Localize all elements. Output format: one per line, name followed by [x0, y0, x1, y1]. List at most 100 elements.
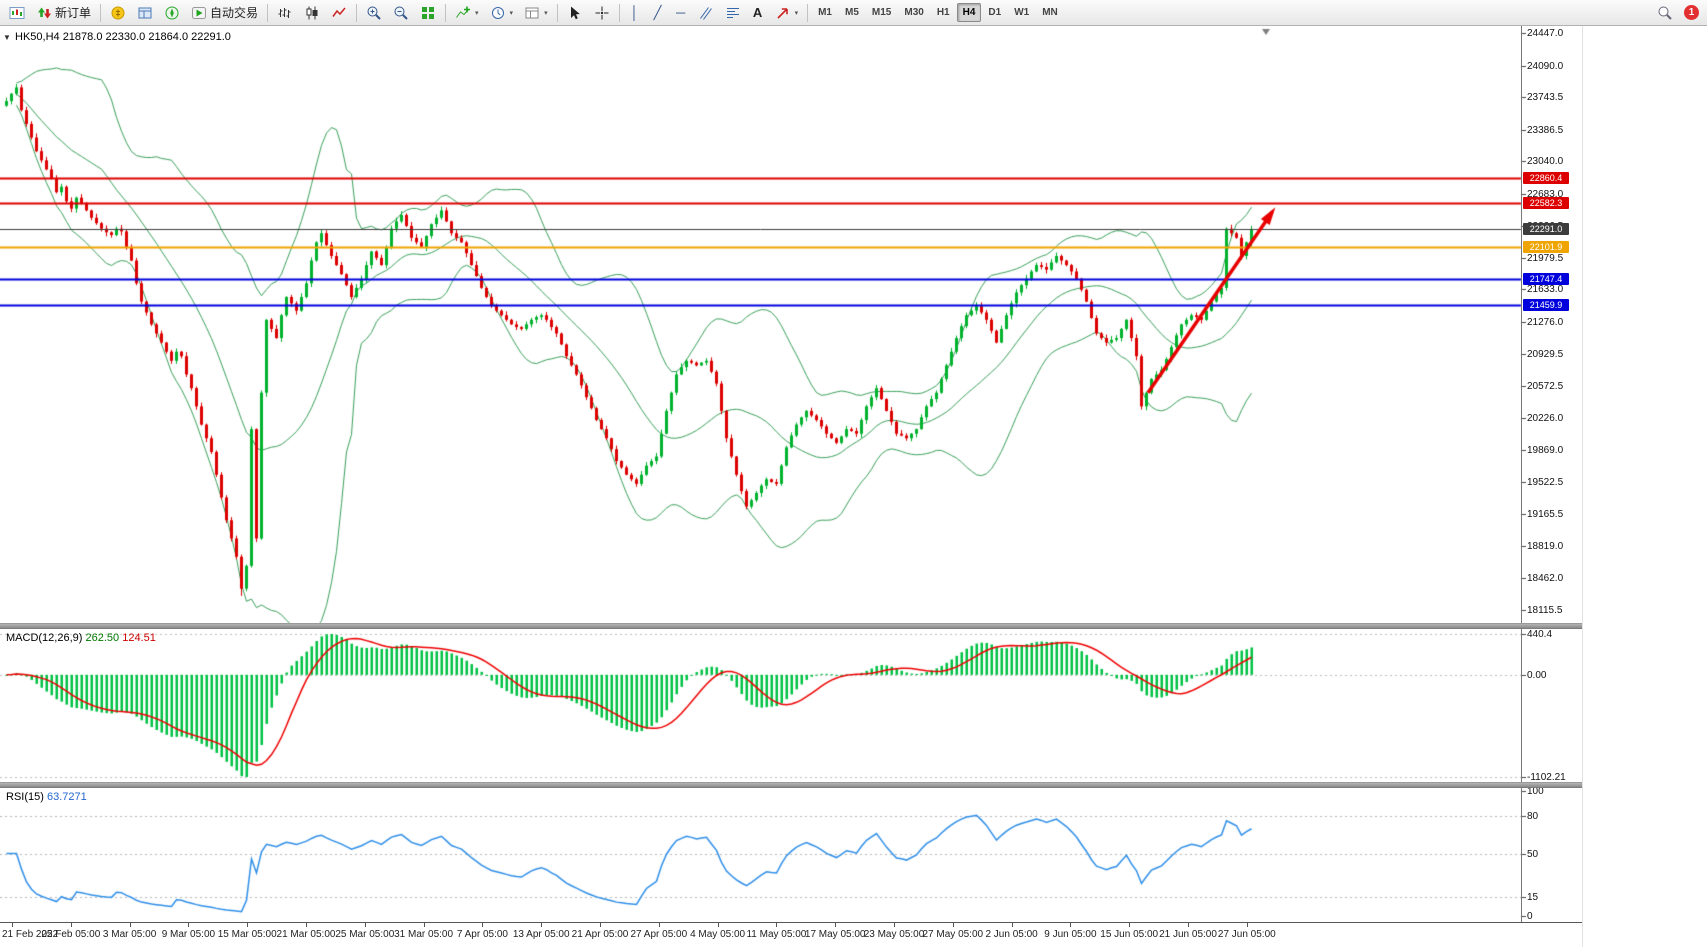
price-axis-tick: 22683.0 — [1527, 188, 1564, 200]
timeframe-d1[interactable]: D1 — [988, 7, 1002, 18]
price-axis-tick: 20929.5 — [1527, 348, 1564, 360]
search-button[interactable] — [1652, 2, 1678, 24]
macd-main-value: 262.50 — [85, 632, 120, 644]
rsi-name: RSI(15) — [6, 791, 44, 803]
time-axis-label: 21 Mar 05:00 — [276, 929, 336, 940]
symbol-dropdown-icon[interactable]: ▼ — [3, 33, 11, 42]
chevron-down-icon: ▾ — [794, 9, 799, 17]
new-chart-button[interactable] — [4, 2, 30, 24]
time-axis-tick — [1129, 923, 1131, 927]
price-axis-tick: 21633.0 — [1527, 284, 1564, 296]
price-axis-tick: 24447.0 — [1527, 28, 1564, 39]
rsi-axis-tick: 0 — [1527, 911, 1533, 922]
price-scale[interactable]: 24447.0 24090.0 23743.5 23386.5 23040.0 22683… — [1521, 26, 1707, 922]
toolbar-separator — [100, 3, 102, 22]
time-axis-tick — [894, 923, 895, 927]
panel-separator[interactable] — [0, 623, 1582, 629]
price-axis-tick: 23743.5 — [1527, 92, 1564, 104]
timeframe-h1[interactable]: H1 — [936, 7, 950, 18]
timeframe-m15[interactable]: M15 — [871, 7, 892, 18]
time-axis-label: 27 Apr 05:00 — [630, 929, 688, 940]
time-axis-label: 11 May 05:00 — [746, 929, 807, 940]
crosshair-icon — [594, 5, 610, 21]
price-level-tag: 21747.4 — [1523, 273, 1569, 286]
time-axis-tick — [306, 923, 307, 927]
auto-trading-button[interactable]: 自动交易 — [186, 2, 263, 24]
macd-axis-tick: 0.00 — [1527, 669, 1547, 681]
toolbar-separator — [445, 3, 447, 22]
panel-separator[interactable] — [0, 782, 1582, 788]
time-scale[interactable]: 21 Feb 2022 25 Feb 05:00 3 Mar 05:00 9 Mar … — [0, 922, 1582, 947]
rsi-axis-tick: 50 — [1527, 848, 1539, 860]
navigator-button[interactable] — [159, 2, 185, 24]
bar-chart-button[interactable] — [272, 2, 298, 24]
tile-windows-button[interactable] — [415, 2, 441, 24]
timeframe-m1[interactable]: M1 — [818, 7, 832, 18]
price-axis-tick: 19165.5 — [1527, 509, 1564, 521]
time-axis-tick — [12, 923, 13, 927]
zoom-out-button[interactable] — [388, 2, 414, 24]
time-axis-tick — [247, 923, 249, 927]
cursor-icon — [567, 5, 583, 21]
time-axis-label: 2 Jun 05:00 — [985, 929, 1038, 940]
timeframe-mn[interactable]: MN — [1042, 7, 1058, 18]
trendline-button[interactable]: ╱ — [647, 2, 669, 24]
time-axis-tick — [952, 923, 954, 927]
toolbar-separator — [618, 3, 620, 22]
chart-canvas[interactable] — [0, 26, 1707, 947]
cursor-button[interactable] — [562, 2, 588, 24]
data-window-button[interactable] — [132, 2, 158, 24]
time-axis-tick — [1246, 923, 1248, 927]
time-axis-label: 31 Mar 05:00 — [394, 929, 454, 940]
zoom-in-button[interactable] — [361, 2, 387, 24]
timeframe-h4[interactable]: H4 — [956, 3, 982, 22]
toolbar-separator — [267, 3, 269, 22]
chevron-down-icon: ▾ — [475, 9, 479, 17]
macd-signal-value: 124.51 — [122, 632, 156, 644]
time-axis-label: 4 May 05:00 — [690, 929, 746, 940]
channel-button[interactable] — [693, 2, 719, 24]
template-icon — [524, 5, 540, 21]
time-axis-label: 3 Mar 05:00 — [102, 929, 157, 940]
time-axis-label: 27 Jun 05:00 — [1217, 929, 1276, 940]
price-axis-tick: 19869.0 — [1527, 445, 1564, 457]
rsi-label: RSI(15) 63.7271 — [6, 791, 87, 803]
time-axis-tick — [658, 923, 660, 927]
macd-axis-tick: 440.4 — [1527, 629, 1553, 640]
time-axis-tick — [1188, 923, 1189, 927]
fibonacci-button[interactable] — [720, 2, 746, 24]
new-order-button[interactable]: 新订单 — [31, 2, 96, 24]
horizontal-line-button[interactable]: ─ — [670, 2, 692, 24]
timeframe-w1[interactable]: W1 — [1014, 7, 1030, 18]
auto-trading-label: 自动交易 — [210, 6, 259, 20]
zoom-out-icon — [393, 5, 409, 21]
periods-button[interactable]: ▾ — [485, 2, 519, 24]
vertical-line-button[interactable]: │ — [624, 2, 646, 24]
templates-button[interactable]: ▾ — [519, 2, 553, 24]
data-window-icon — [137, 5, 153, 21]
market-watch-button[interactable] — [105, 2, 131, 24]
indicators-button[interactable]: ▾ — [450, 2, 484, 24]
price-level-tag: 22582.3 — [1523, 196, 1569, 209]
trendline-icon: ╱ — [653, 4, 662, 20]
channel-icon — [698, 5, 714, 21]
time-axis-tick — [482, 923, 484, 927]
timeframe-m30[interactable]: M30 — [904, 7, 924, 18]
time-axis-label: 21 Feb 2022 — [2, 929, 59, 940]
price-axis-tick: 21979.5 — [1527, 252, 1564, 264]
line-chart-button[interactable] — [326, 2, 352, 24]
notification-badge[interactable]: 1 — [1684, 5, 1699, 20]
price-level-tag: 22101.9 — [1523, 240, 1569, 253]
time-axis-label: 23 May 05:00 — [863, 929, 925, 940]
horizontal-line-icon: ─ — [675, 5, 686, 20]
price-axis-tick: 21276.0 — [1527, 316, 1564, 328]
timeframe-m5[interactable]: M5 — [845, 7, 859, 18]
candlestick-chart-button[interactable] — [299, 2, 325, 24]
chevron-down-icon: ▾ — [509, 9, 514, 17]
fibonacci-icon — [725, 5, 741, 21]
text-tool-button[interactable]: A — [747, 2, 769, 24]
crosshair-button[interactable] — [589, 2, 615, 24]
arrows-tool-button[interactable]: ▾ — [770, 2, 804, 24]
chevron-down-icon: ▾ — [544, 9, 548, 17]
